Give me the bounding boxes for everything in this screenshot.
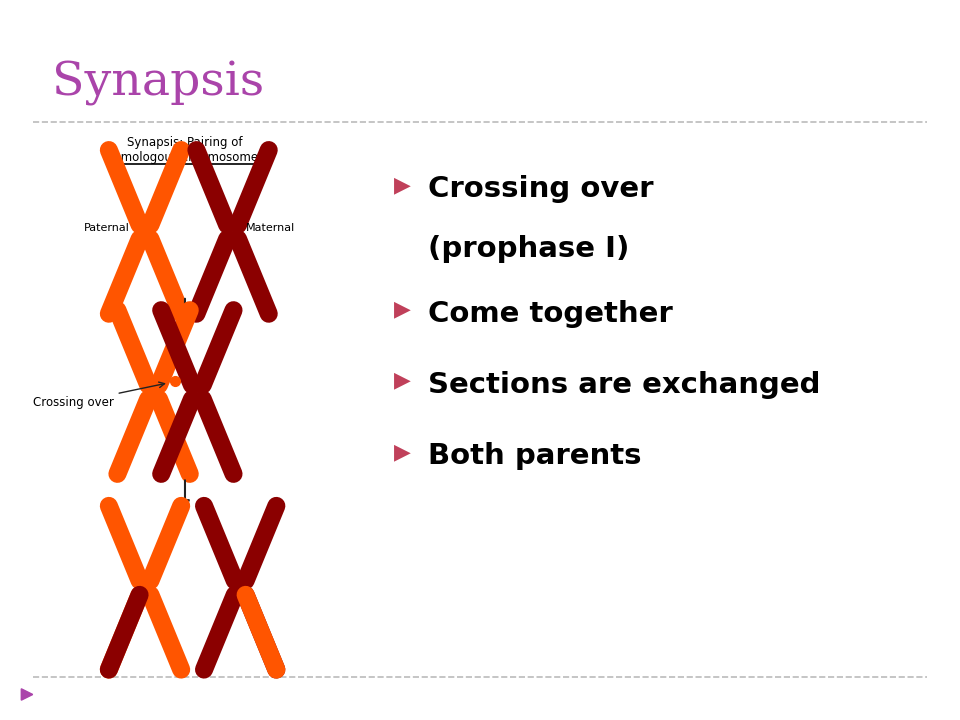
Text: ▶: ▶ xyxy=(395,442,411,462)
Text: Crossing over: Crossing over xyxy=(33,382,164,409)
Text: ▶: ▶ xyxy=(395,175,411,195)
Polygon shape xyxy=(21,689,33,700)
Text: Both parents: Both parents xyxy=(427,442,641,470)
Text: Sections are exchanged: Sections are exchanged xyxy=(427,371,820,399)
Text: Maternal: Maternal xyxy=(246,223,296,233)
Text: ▶: ▶ xyxy=(395,371,411,391)
Text: Crossing over: Crossing over xyxy=(427,175,653,203)
Text: ▶: ▶ xyxy=(395,300,411,320)
Text: Come together: Come together xyxy=(427,300,672,328)
Text: Synapsis: Pairing of
homologous chromosomes: Synapsis: Pairing of homologous chromoso… xyxy=(106,136,264,164)
Text: Synapsis: Synapsis xyxy=(52,61,264,107)
Text: (prophase I): (prophase I) xyxy=(427,235,629,264)
Text: Paternal: Paternal xyxy=(84,223,130,233)
